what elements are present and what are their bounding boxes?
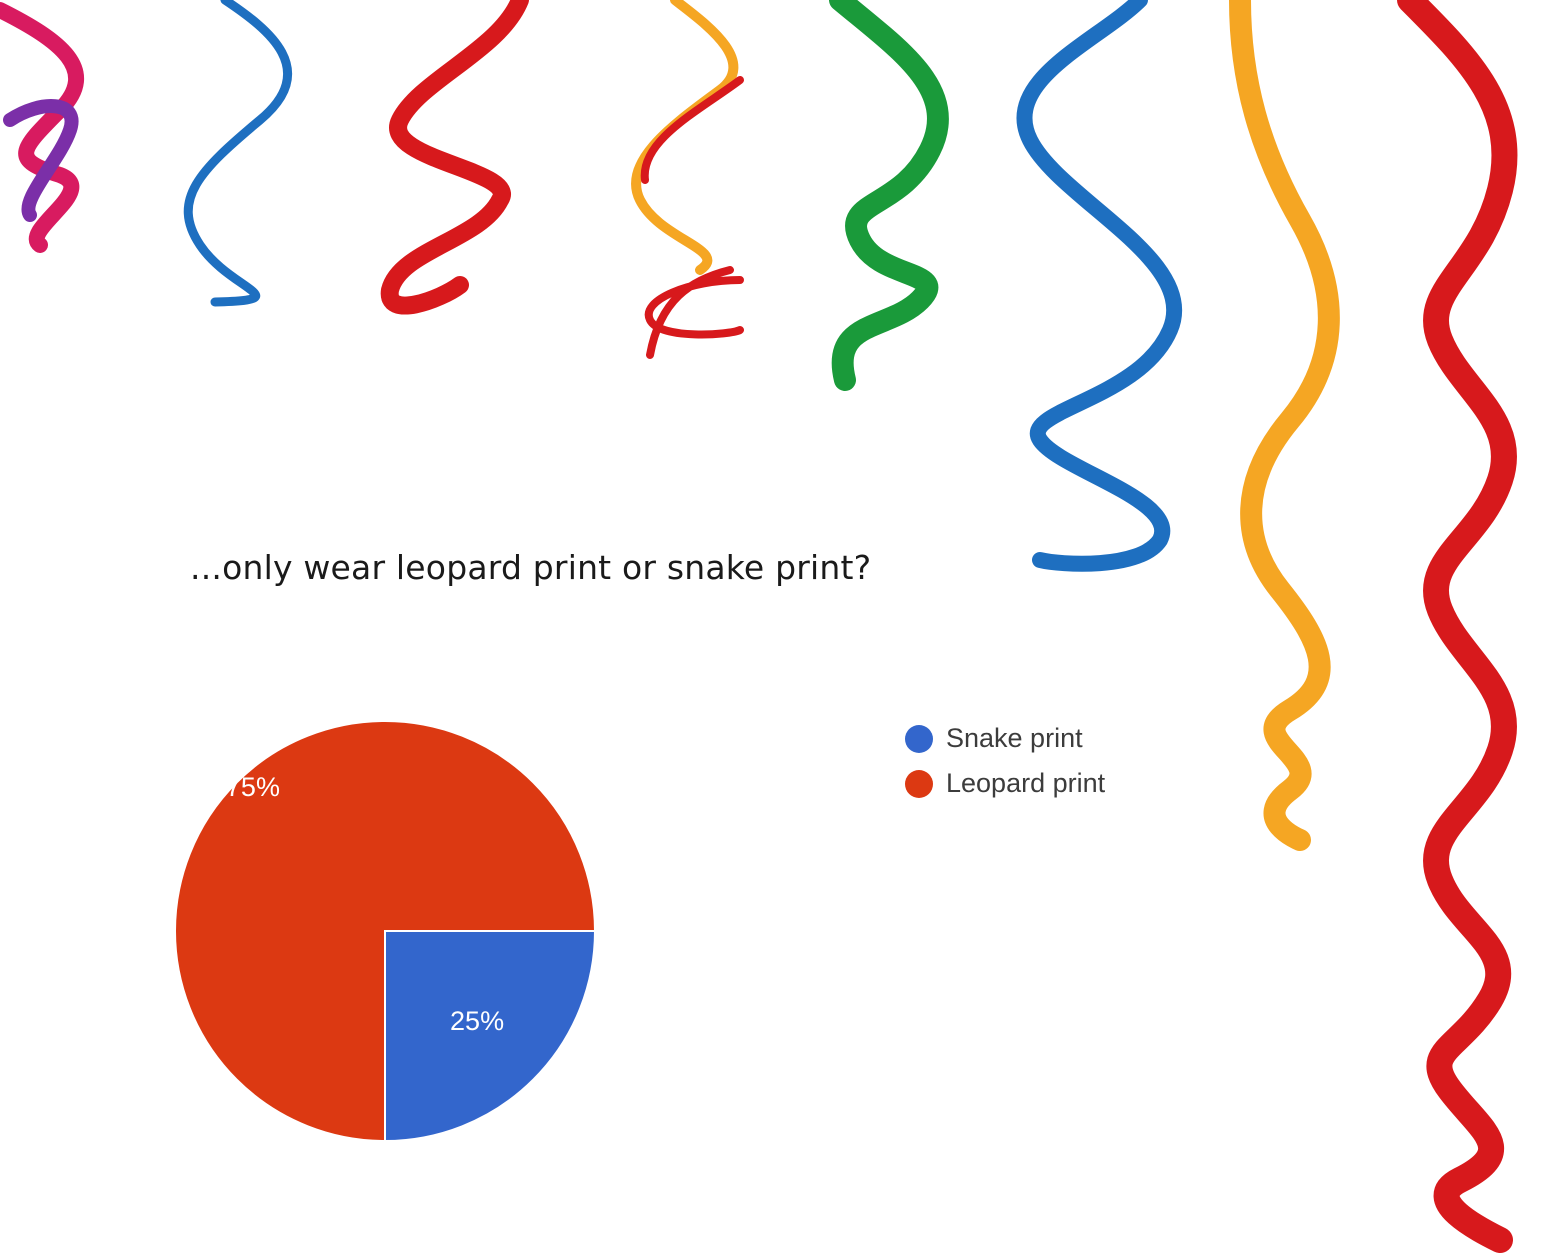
streamer-pink: [0, 2, 85, 253]
legend-swatch-snake-print: [905, 724, 933, 753]
streamer-blue-1: [183, 0, 293, 307]
streamer-red-1: [380, 0, 529, 315]
question-text: ...only wear leopard print or snake prin…: [190, 548, 872, 587]
pie-label-leopard-print: 75%: [226, 772, 280, 802]
streamer-green: [829, 0, 949, 391]
streamer-blue-2: [1016, 0, 1183, 572]
legend-label-leopard-print: Leopard print: [946, 768, 1106, 798]
legend-item-leopard-print: Leopard print: [905, 761, 1105, 806]
legend-swatch-leopard-print: [905, 769, 933, 798]
pie-label-snake-print: 25%: [450, 1006, 504, 1036]
chart-legend: Snake print Leopard print: [905, 716, 1105, 806]
pie-slice-snake-print: [384, 930, 597, 1143]
streamer-red-tall: [1397, 0, 1518, 1253]
legend-item-snake-print: Snake print: [905, 716, 1105, 761]
streamer-orange-tall: [1229, 0, 1340, 851]
legend-label-snake-print: Snake print: [946, 723, 1083, 753]
streamer-purple: [3, 99, 79, 222]
streamer-red-2: [640, 76, 744, 359]
pie-slice-leopard-print: [174, 720, 597, 1143]
